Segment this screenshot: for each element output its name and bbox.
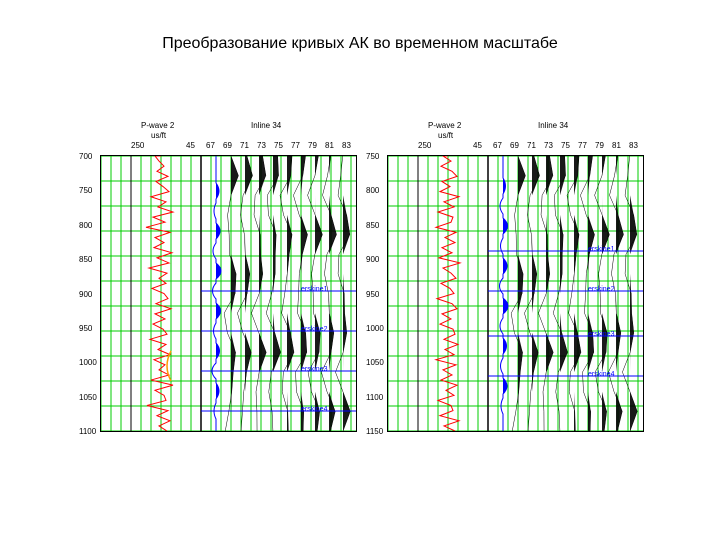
y-tick-label: 1000: [79, 358, 97, 367]
track-scale-min: 250: [418, 141, 431, 150]
inline-tick: 69: [510, 141, 519, 150]
horizon-label: erskine4: [588, 371, 614, 378]
page-title: Преобразование кривых АК во временном ма…: [0, 35, 720, 53]
y-tick-label: 750: [366, 152, 379, 161]
inline-tick: 79: [595, 141, 604, 150]
inline-tick: 83: [629, 141, 638, 150]
inline-tick: 71: [527, 141, 536, 150]
y-tick-label: 1050: [366, 358, 384, 367]
track-label-inline: Inline 34: [251, 121, 281, 130]
inline-tick: 69: [223, 141, 232, 150]
y-tick-label: 1100: [79, 427, 96, 436]
chart-right: P-wave 2us/ft25045Inline 346769717375777…: [387, 155, 644, 432]
inline-tick: 67: [206, 141, 215, 150]
horizon-label: erskine2: [588, 286, 614, 293]
inline-tick: 67: [493, 141, 502, 150]
y-tick-label: 950: [79, 324, 92, 333]
inline-tick: 77: [578, 141, 587, 150]
inline-tick: 75: [561, 141, 570, 150]
inline-tick: 73: [257, 141, 266, 150]
y-tick-label: 900: [79, 290, 92, 299]
horizon-label: erskine1: [588, 246, 614, 253]
track-scale-max: 45: [473, 141, 482, 150]
y-tick-label: 850: [366, 221, 379, 230]
y-tick-label: 700: [79, 152, 92, 161]
horizon-label: erskine3: [301, 366, 327, 373]
inline-tick: 73: [544, 141, 553, 150]
inline-tick: 75: [274, 141, 283, 150]
track-unit: us/ft: [151, 131, 166, 140]
track-label-inline: Inline 34: [538, 121, 568, 130]
chart-left: P-wave 2us/ft25045Inline 346769717375777…: [100, 155, 357, 432]
horizon-label: erskine1: [301, 286, 327, 293]
track-unit: us/ft: [438, 131, 453, 140]
inline-tick: 71: [240, 141, 249, 150]
horizon-label: erskine3: [588, 331, 614, 338]
inline-tick: 81: [612, 141, 621, 150]
track-scale-max: 45: [186, 141, 195, 150]
horizon-label: erskine4: [301, 406, 327, 413]
y-tick-label: 800: [79, 221, 92, 230]
inline-tick: 79: [308, 141, 317, 150]
track-label-pwave: P-wave 2: [428, 121, 461, 130]
y-tick-label: 1150: [366, 427, 383, 436]
y-tick-label: 950: [366, 290, 379, 299]
chart-container: P-wave 2us/ft25045Inline 346769717375777…: [100, 155, 644, 432]
y-tick-label: 750: [79, 186, 92, 195]
y-tick-label: 1050: [79, 393, 97, 402]
track-scale-min: 250: [131, 141, 144, 150]
horizon-label: erskine2: [301, 326, 327, 333]
inline-tick: 81: [325, 141, 334, 150]
y-tick-label: 1000: [366, 324, 384, 333]
inline-tick: 77: [291, 141, 300, 150]
y-tick-label: 900: [366, 255, 379, 264]
y-tick-label: 850: [79, 255, 92, 264]
y-tick-label: 1100: [366, 393, 383, 402]
y-tick-label: 800: [366, 186, 379, 195]
track-label-pwave: P-wave 2: [141, 121, 174, 130]
inline-tick: 83: [342, 141, 351, 150]
